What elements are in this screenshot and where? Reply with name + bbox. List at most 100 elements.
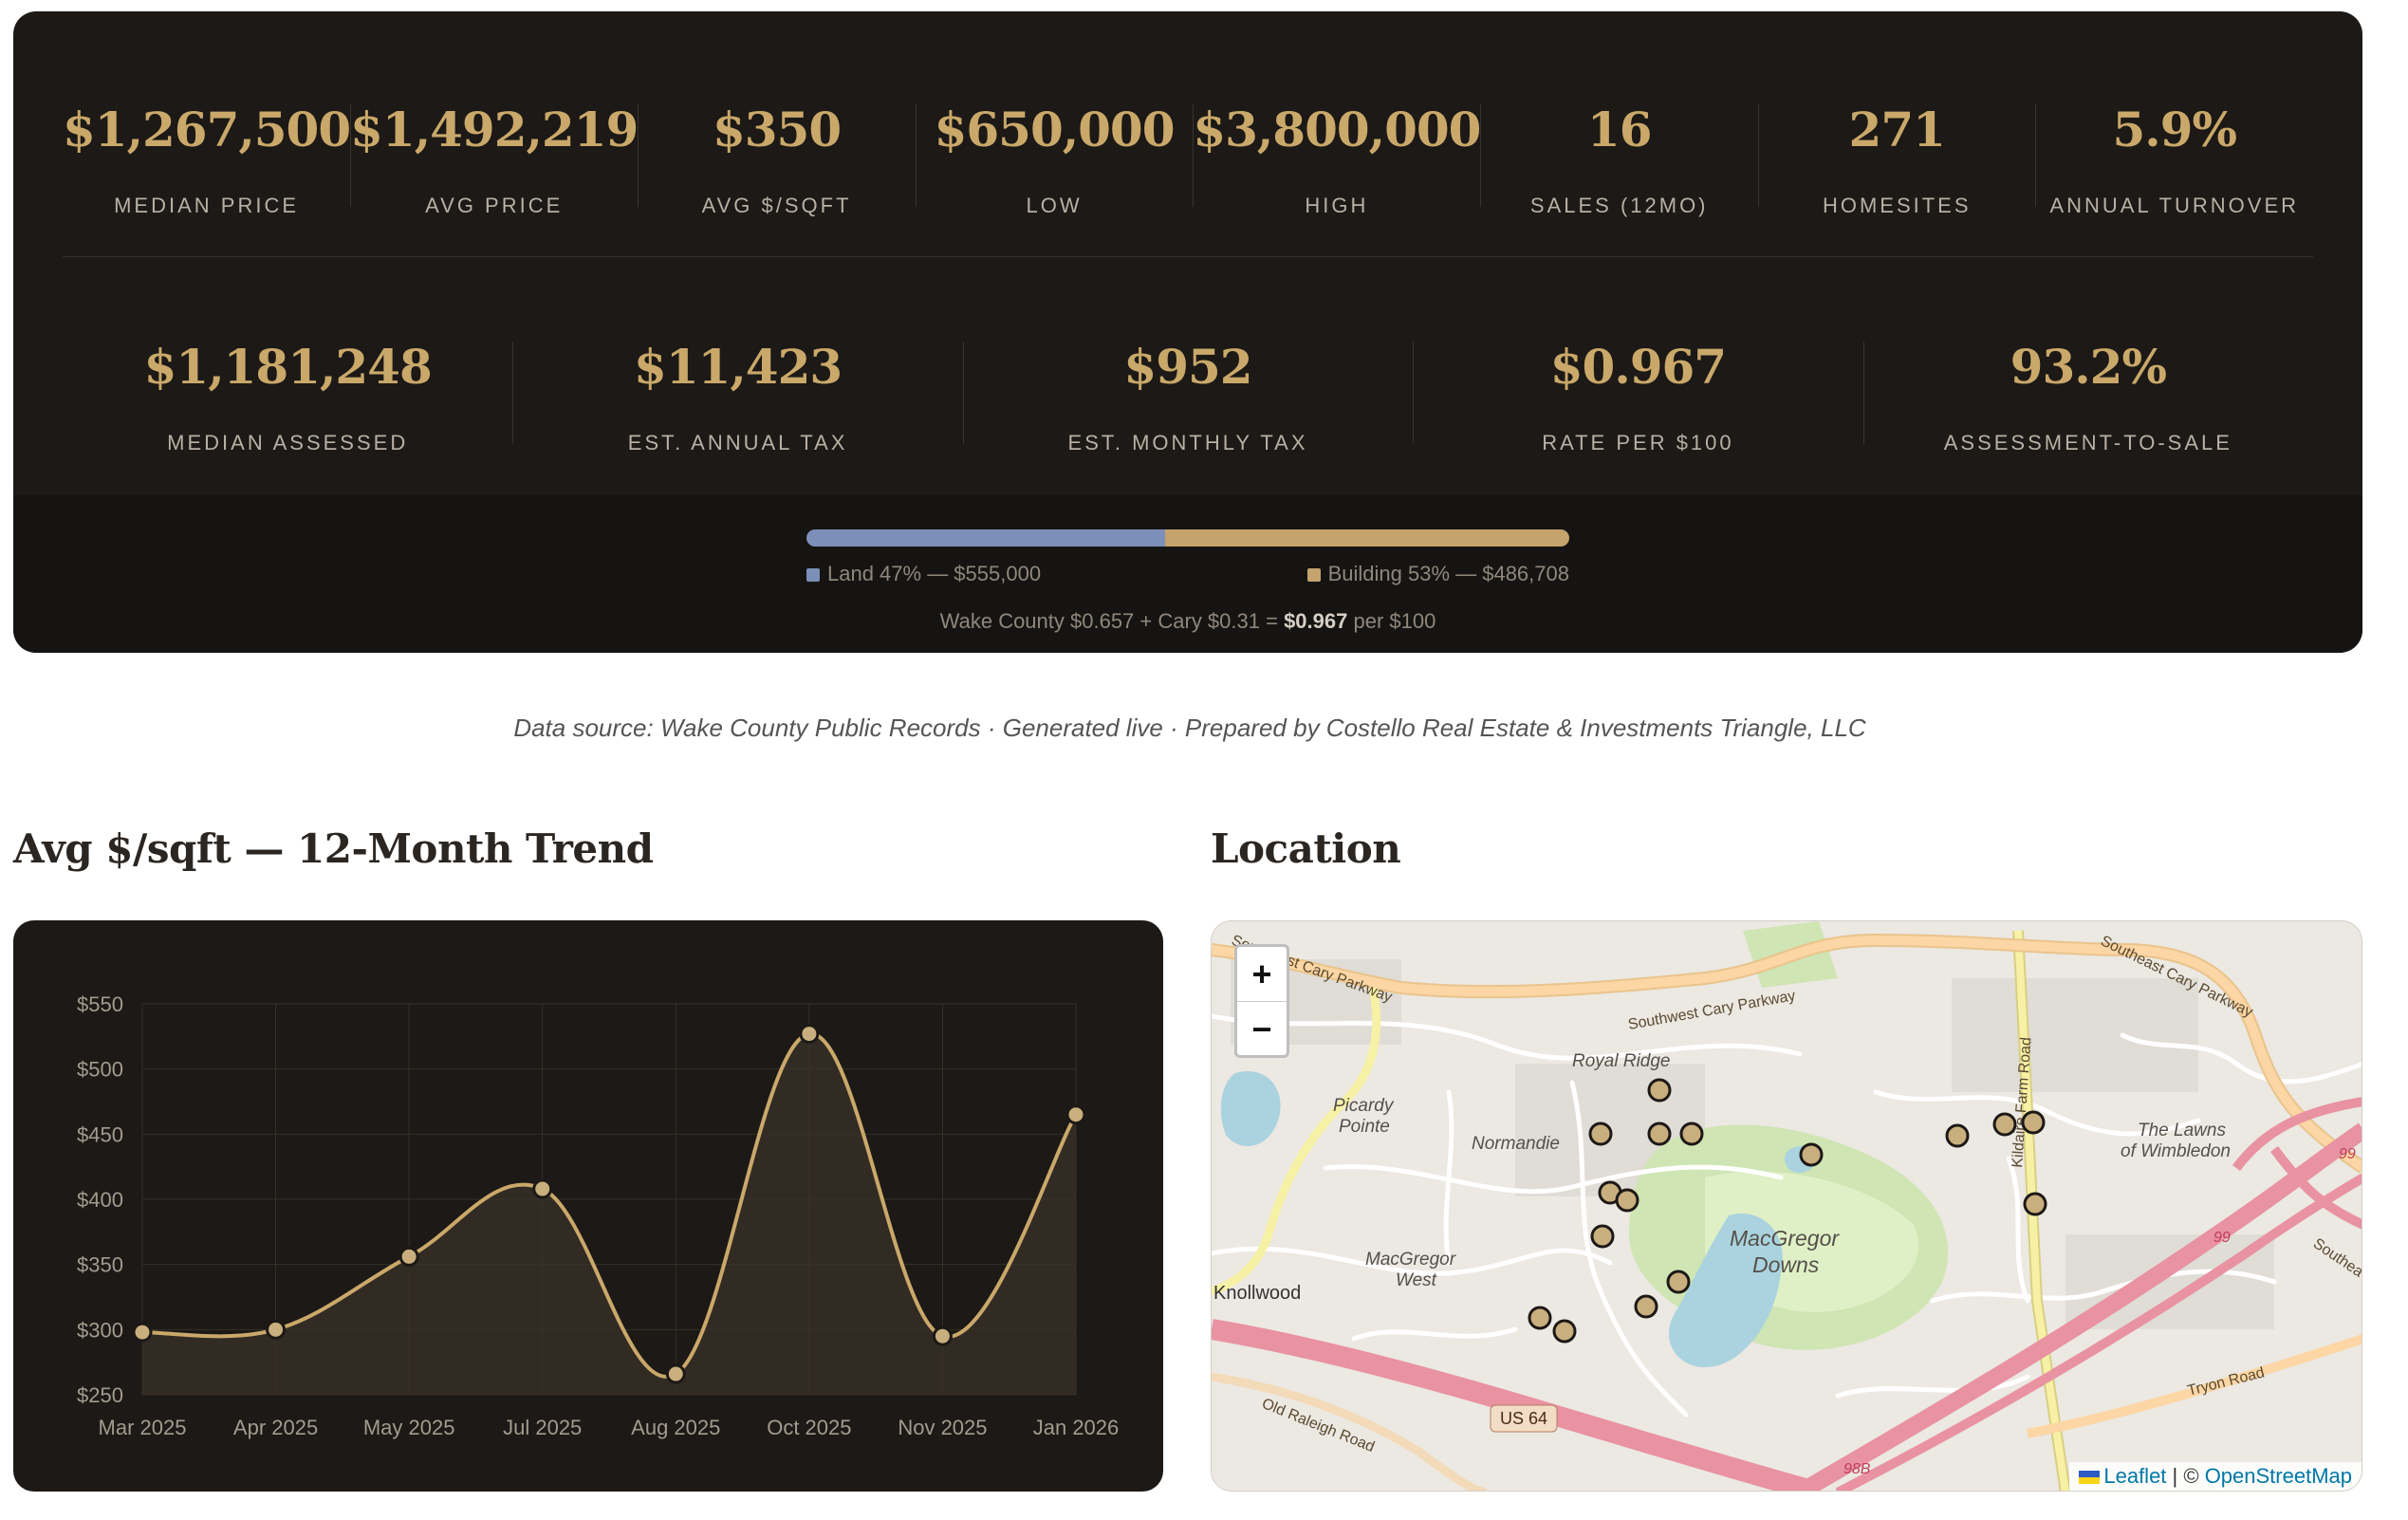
stat-assessment-to-sale: 93.2% Assessment-to-Sale	[1862, 315, 2313, 455]
stat-label: Rate per $100	[1542, 431, 1734, 454]
split-bar-building	[1164, 529, 1569, 547]
location-map[interactable]: Royal Ridge Picardy Pointe Normandie Mac…	[1211, 920, 2362, 1492]
route-shield-us64	[1490, 1404, 1558, 1433]
land-swatch-icon	[806, 568, 820, 583]
y-tick-label: $350	[77, 1253, 123, 1277]
legend-land: Land 47% — $555,000	[806, 562, 1041, 586]
stat-est-monthly-tax: $952 Est. Monthly Tax	[962, 315, 1413, 455]
stat-value: $350	[712, 102, 842, 158]
location-section-title: Location	[1211, 825, 1401, 872]
stat-value: $650,000	[934, 102, 1176, 158]
price-trend-chart: $550 $500 $450 $400 $350 $300 $250 Mar 2025 Apr …	[13, 920, 1163, 1492]
property-marker[interactable]	[1590, 1224, 1615, 1249]
stat-label: Median Assessed	[167, 431, 409, 454]
route-label: 99	[2214, 1230, 2231, 1246]
stat-annual-turnover: 5.9% Annual Turnover	[2035, 78, 2313, 218]
stat-label: Avg $/sqft	[701, 194, 852, 217]
map-label: Pointe	[1339, 1117, 1390, 1137]
y-tick-label: $300	[77, 1318, 123, 1342]
stat-label: Median Price	[114, 194, 300, 217]
route-shield-label: US 64	[1500, 1409, 1547, 1428]
data-point	[532, 1178, 553, 1199]
map-label: Knollwood	[1213, 1283, 1301, 1304]
property-marker[interactable]	[1552, 1319, 1577, 1344]
property-marker[interactable]	[1799, 1142, 1824, 1167]
tax-formula-prefix: Wake County $0.657 + Cary $0.31 =	[939, 609, 1285, 633]
property-marker[interactable]	[1945, 1123, 1970, 1148]
property-marker[interactable]	[1615, 1188, 1639, 1213]
tax-rate-formula: Wake County $0.657 + Cary $0.31 = $0.967…	[13, 609, 2362, 634]
zoom-in-button[interactable]: +	[1237, 947, 1287, 1002]
building-swatch-icon	[1306, 568, 1321, 583]
data-point	[665, 1363, 686, 1384]
land-building-split-bar	[806, 529, 1569, 547]
property-marker[interactable]	[1634, 1294, 1658, 1319]
stat-value: $11,423	[634, 339, 843, 395]
stat-label: High	[1305, 194, 1369, 217]
data-point	[799, 1024, 820, 1045]
x-tick-label: Jul 2025	[503, 1416, 582, 1439]
stat-label: Est. Annual Tax	[627, 431, 848, 454]
data-point	[266, 1319, 287, 1340]
map-label: Royal Ridge	[1572, 1051, 1671, 1071]
data-point	[398, 1246, 419, 1267]
y-tick-label: $500	[77, 1058, 123, 1082]
property-marker[interactable]	[1666, 1270, 1691, 1294]
assessment-breakdown: Land 47% — $555,000 Building 53% — $486,…	[13, 495, 2362, 653]
stat-rate-per-100: $0.967 Rate per $100	[1413, 315, 1862, 455]
property-marker[interactable]	[1588, 1121, 1613, 1146]
zoom-out-button[interactable]: −	[1251, 1010, 1272, 1048]
map-label: of Wimbledon	[2121, 1141, 2231, 1161]
stat-value: $1,492,219	[350, 102, 639, 158]
stats-row-primary: $1,267,500 Median Price $1,492,219 Avg P…	[63, 78, 2313, 218]
trend-section-title: Avg $/sqft — 12-Month Trend	[13, 825, 654, 872]
stat-value: $1,181,248	[143, 339, 433, 395]
property-marker[interactable]	[1992, 1112, 2017, 1137]
stat-label: Low	[1026, 194, 1083, 217]
split-legend: Land 47% — $555,000 Building 53% — $486,…	[806, 562, 1569, 586]
map-label: MacGregor	[1730, 1226, 1840, 1251]
property-marker[interactable]	[2021, 1110, 2046, 1135]
property-marker[interactable]	[2023, 1192, 2047, 1216]
tax-formula-total: $0.967	[1284, 609, 1348, 633]
stat-high: $3,800,000 High	[1193, 78, 1481, 218]
legend-building: Building 53% — $486,708	[1306, 562, 1569, 586]
stat-est-annual-tax: $11,423 Est. Annual Tax	[512, 315, 962, 455]
stat-value: 271	[1848, 102, 1946, 158]
x-tick-label: May 2025	[363, 1416, 455, 1439]
map-attribution: Leaflet | © OpenStreetMap	[2069, 1462, 2362, 1491]
property-marker[interactable]	[1679, 1121, 1704, 1146]
leaflet-link[interactable]: Leaflet	[2103, 1464, 2167, 1488]
property-marker[interactable]	[1528, 1306, 1552, 1330]
stats-row-tax: $1,181,248 Median Assessed $11,423 Est. …	[63, 315, 2313, 455]
stat-value: $0.967	[1549, 339, 1727, 395]
route-label: 99	[2339, 1146, 2356, 1162]
map-label: Normandie	[1472, 1134, 1560, 1154]
map-tiles[interactable]: Royal Ridge Picardy Pointe Normandie Mac…	[1212, 921, 2362, 1492]
y-tick-label: $400	[77, 1188, 123, 1212]
openstreetmap-link[interactable]: OpenStreetMap	[2204, 1464, 2352, 1488]
property-marker[interactable]	[1647, 1078, 1672, 1103]
property-marker[interactable]	[1647, 1121, 1672, 1146]
stat-median-price: $1,267,500 Median Price	[63, 78, 351, 218]
stat-value: 5.9%	[2112, 102, 2236, 158]
stat-label: Homesites	[1822, 194, 1972, 217]
x-tick-label: Jan 2026	[1033, 1416, 1120, 1439]
series-area-fill	[142, 1033, 1076, 1395]
stats-panel: $1,267,500 Median Price $1,492,219 Avg P…	[13, 11, 2362, 653]
y-tick-label: $450	[77, 1122, 123, 1146]
map-label: MacGregor	[1365, 1250, 1456, 1270]
legend-building-label: Building 53% — $486,708	[1327, 562, 1569, 585]
y-tick-label: $250	[77, 1383, 123, 1407]
line-chart: $550 $500 $450 $400 $350 $300 $250 Mar 2025 Apr …	[77, 992, 1120, 1439]
stat-low: $650,000 Low	[915, 78, 1194, 218]
stat-avg-price: $1,492,219 Avg Price	[350, 78, 639, 218]
x-tick-label: Mar 2025	[99, 1416, 187, 1439]
map-label: The Lawns	[2138, 1121, 2226, 1140]
x-tick-label: Nov 2025	[898, 1416, 987, 1439]
stat-value: $3,800,000	[1193, 102, 1481, 158]
attribution-separator: | ©	[2166, 1464, 2205, 1488]
x-tick-label: Oct 2025	[767, 1416, 851, 1439]
stat-homesites: 271 Homesites	[1757, 78, 2036, 218]
stat-label: Sales (12mo)	[1529, 194, 1709, 217]
